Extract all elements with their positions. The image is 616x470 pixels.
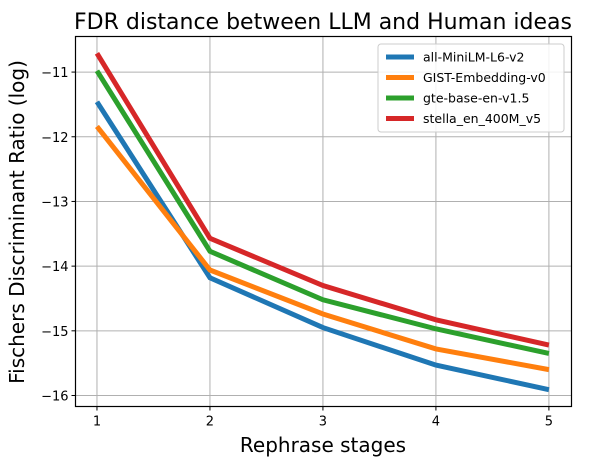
legend-label: GIST-Embedding-v0 [423, 70, 546, 85]
x-tick-label: 1 [93, 415, 101, 430]
x-tick-label: 2 [206, 415, 214, 430]
y-tick-label: −11 [41, 66, 68, 81]
y-tick-label: −16 [41, 390, 68, 405]
y-tick-label: −13 [41, 195, 68, 210]
ticks: 1 2 3 4 5 −11 −12 −13 −14 −15 −16 [41, 66, 553, 429]
x-tick-label: 4 [432, 415, 440, 430]
legend-label: stella_en_400M_v5 [423, 111, 541, 126]
series-line-gte-base-en-v1.5 [94, 69, 550, 356]
y-axis-label: Fischers Discriminant Ratio (log) [5, 60, 29, 384]
x-axis-label: Rephrase stages [240, 433, 406, 457]
x-tick-label: 5 [545, 415, 553, 430]
plot-frame [74, 35, 573, 408]
legend-box [377, 43, 565, 133]
legend-label: all-MiniLM-L6-v2 [423, 50, 524, 65]
legend: all-MiniLM-L6-v2 GIST-Embedding-v0 gte-bas… [377, 43, 565, 133]
legend-label: gte-base-en-v1.5 [423, 91, 529, 106]
series-line-stella_en_400M_v5 [94, 52, 550, 348]
y-tick-label: −14 [41, 260, 68, 275]
series-line-GIST-Embedding-v0 [95, 124, 550, 373]
y-tick-label: −12 [41, 131, 68, 146]
y-tick-label: −15 [41, 325, 68, 340]
chart-title: FDR distance between LLM and Human ideas [74, 10, 572, 35]
series-lines [94, 52, 550, 393]
x-tick-label: 3 [319, 415, 327, 430]
